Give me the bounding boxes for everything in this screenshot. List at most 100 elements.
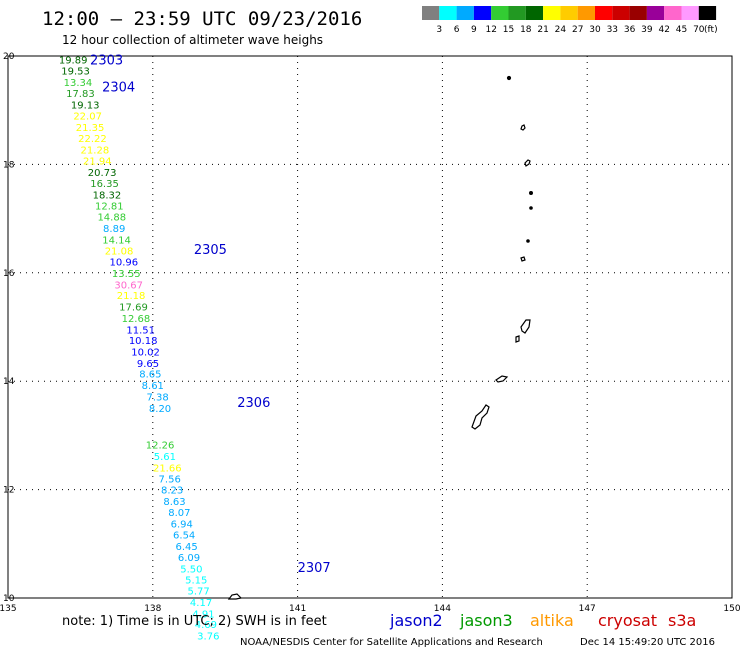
- colorbar-swatch: [681, 6, 699, 20]
- island-shape: [506, 75, 512, 81]
- chart-title: 12:00 — 23:59 UTC 09/23/2016: [42, 8, 362, 30]
- swh-value: 4.91: [192, 609, 214, 620]
- colorbar-label: 45: [676, 25, 687, 35]
- colorbar-swatch: [629, 6, 647, 20]
- swh-value: 17.83: [66, 89, 95, 100]
- plot-frame: [7, 55, 733, 599]
- x-tick-label: 147: [579, 604, 596, 614]
- satellite-legend: jason2 jason3 altika cryosat s3a: [389, 611, 696, 630]
- colorbar-label: 70: [693, 25, 705, 35]
- colorbar-swatch: [595, 6, 613, 20]
- swh-value: 9.65: [137, 359, 159, 370]
- swh-value: 5.61: [154, 452, 176, 463]
- swh-value: 21.18: [117, 291, 146, 302]
- swh-value: 6.09: [178, 553, 200, 564]
- legend-entry-cryosat: cryosat: [598, 611, 657, 630]
- swh-value: 5.50: [180, 564, 202, 575]
- island-shape: [495, 375, 509, 383]
- swh-value: 11.51: [126, 325, 155, 336]
- swh-value: 21.94: [83, 157, 112, 168]
- colorbar-swatch: [543, 6, 561, 20]
- time-label: 2305: [194, 243, 227, 258]
- swh-value: 21.28: [81, 145, 110, 156]
- swh-value: 10.02: [131, 347, 160, 358]
- swh-value: 4.69: [195, 620, 217, 631]
- swh-value: 14.14: [102, 235, 131, 246]
- swh-value: 12.68: [122, 314, 151, 325]
- swh-value: 3.76: [197, 631, 219, 642]
- swh-points: 19.8919.5313.3417.8319.1322.0721.3522.22…: [59, 55, 220, 642]
- island-shape: [227, 593, 243, 600]
- credit-text: NOAA/NESDIS Center for Satellite Applica…: [240, 637, 543, 648]
- colorbar-swatch: [439, 6, 457, 20]
- swh-value: 4.17: [190, 598, 212, 609]
- legend-entry-jason3: jason3: [459, 611, 513, 630]
- swh-value: 16.35: [90, 179, 119, 190]
- colorbar-label: 18: [520, 25, 532, 35]
- colorbar-label: 27: [572, 25, 583, 35]
- island-shape: [471, 404, 490, 430]
- colorbar-label: 12: [485, 25, 496, 35]
- colorbar-swatch: [577, 6, 595, 20]
- colorbar-swatch: [698, 6, 717, 20]
- legend-entry-jason2: jason2: [389, 611, 443, 630]
- swh-value: 10.96: [110, 258, 139, 269]
- swh-value: 6.94: [171, 519, 193, 530]
- legend-entry-s3a: s3a: [668, 611, 696, 630]
- y-tick-label: 10: [3, 594, 15, 604]
- swh-value: 6.45: [175, 542, 197, 553]
- time-labels: 2303 2304 2305 2306 2307: [90, 53, 331, 576]
- colorbar-swatch: [473, 6, 492, 20]
- colorbar-label: 24: [555, 25, 567, 35]
- colorbar-swatch: [525, 6, 544, 20]
- swh-value: 8.07: [168, 508, 190, 519]
- swh-value: 21.08: [105, 247, 134, 258]
- colorbar-unit: (ft): [704, 25, 718, 35]
- colorbar-label: 9: [471, 25, 477, 35]
- colorbar-label: 39: [641, 25, 653, 35]
- swh-value: 8.65: [139, 370, 161, 381]
- y-tick-label: 18: [3, 160, 15, 170]
- swh-value: 30.67: [114, 280, 143, 291]
- swh-value: 8.23: [161, 486, 183, 497]
- time-label: 2303: [90, 53, 123, 68]
- axis-ticks: 135 138 141 144 147 150 10 12 14 16 18 20: [0, 52, 740, 614]
- colorbar-swatch: [646, 6, 665, 20]
- colorbar-swatch: [456, 6, 474, 20]
- swh-value: 22.22: [78, 134, 107, 145]
- legend-entry-altika: altika: [530, 611, 574, 630]
- colorbar-label: 36: [624, 25, 636, 35]
- island-shape: [515, 335, 520, 343]
- swh-value: 12.26: [146, 441, 175, 452]
- island-shape: [529, 206, 533, 210]
- swh-value: 22.07: [73, 112, 102, 123]
- colorbar-label: 42: [658, 25, 669, 35]
- chart-subtitle: 12 hour collection of altimeter wave hei…: [62, 33, 323, 47]
- swh-value: 19.89: [59, 55, 88, 66]
- colorbar-label: 15: [503, 25, 514, 35]
- colorbar-swatch: [491, 6, 509, 20]
- swh-value: 7.38: [146, 392, 168, 403]
- island-shape: [520, 319, 531, 334]
- y-tick-label: 16: [3, 269, 15, 279]
- x-tick-label: 135: [0, 604, 17, 614]
- time-label: 2307: [298, 561, 331, 576]
- island-shape: [528, 191, 533, 196]
- island-shape: [526, 239, 530, 243]
- swh-value: 21.35: [76, 123, 105, 134]
- colorbar-label: 21: [537, 25, 548, 35]
- swh-value: 17.69: [119, 302, 148, 313]
- timestamp-text: Dec 14 15:49:20 UTC 2016: [580, 637, 715, 648]
- time-label: 2304: [102, 80, 135, 95]
- swh-value: 18.32: [93, 190, 122, 201]
- swh-value: 21.66: [153, 463, 182, 474]
- swh-value: 13.55: [112, 269, 141, 280]
- colorbar-label: 33: [607, 25, 618, 35]
- y-tick-label: 14: [3, 377, 15, 387]
- colorbar-swatch: [612, 6, 630, 20]
- time-label: 2306: [237, 396, 270, 411]
- grid: [8, 56, 732, 598]
- x-tick-label: 144: [434, 604, 451, 614]
- swh-value: 5.77: [188, 586, 210, 597]
